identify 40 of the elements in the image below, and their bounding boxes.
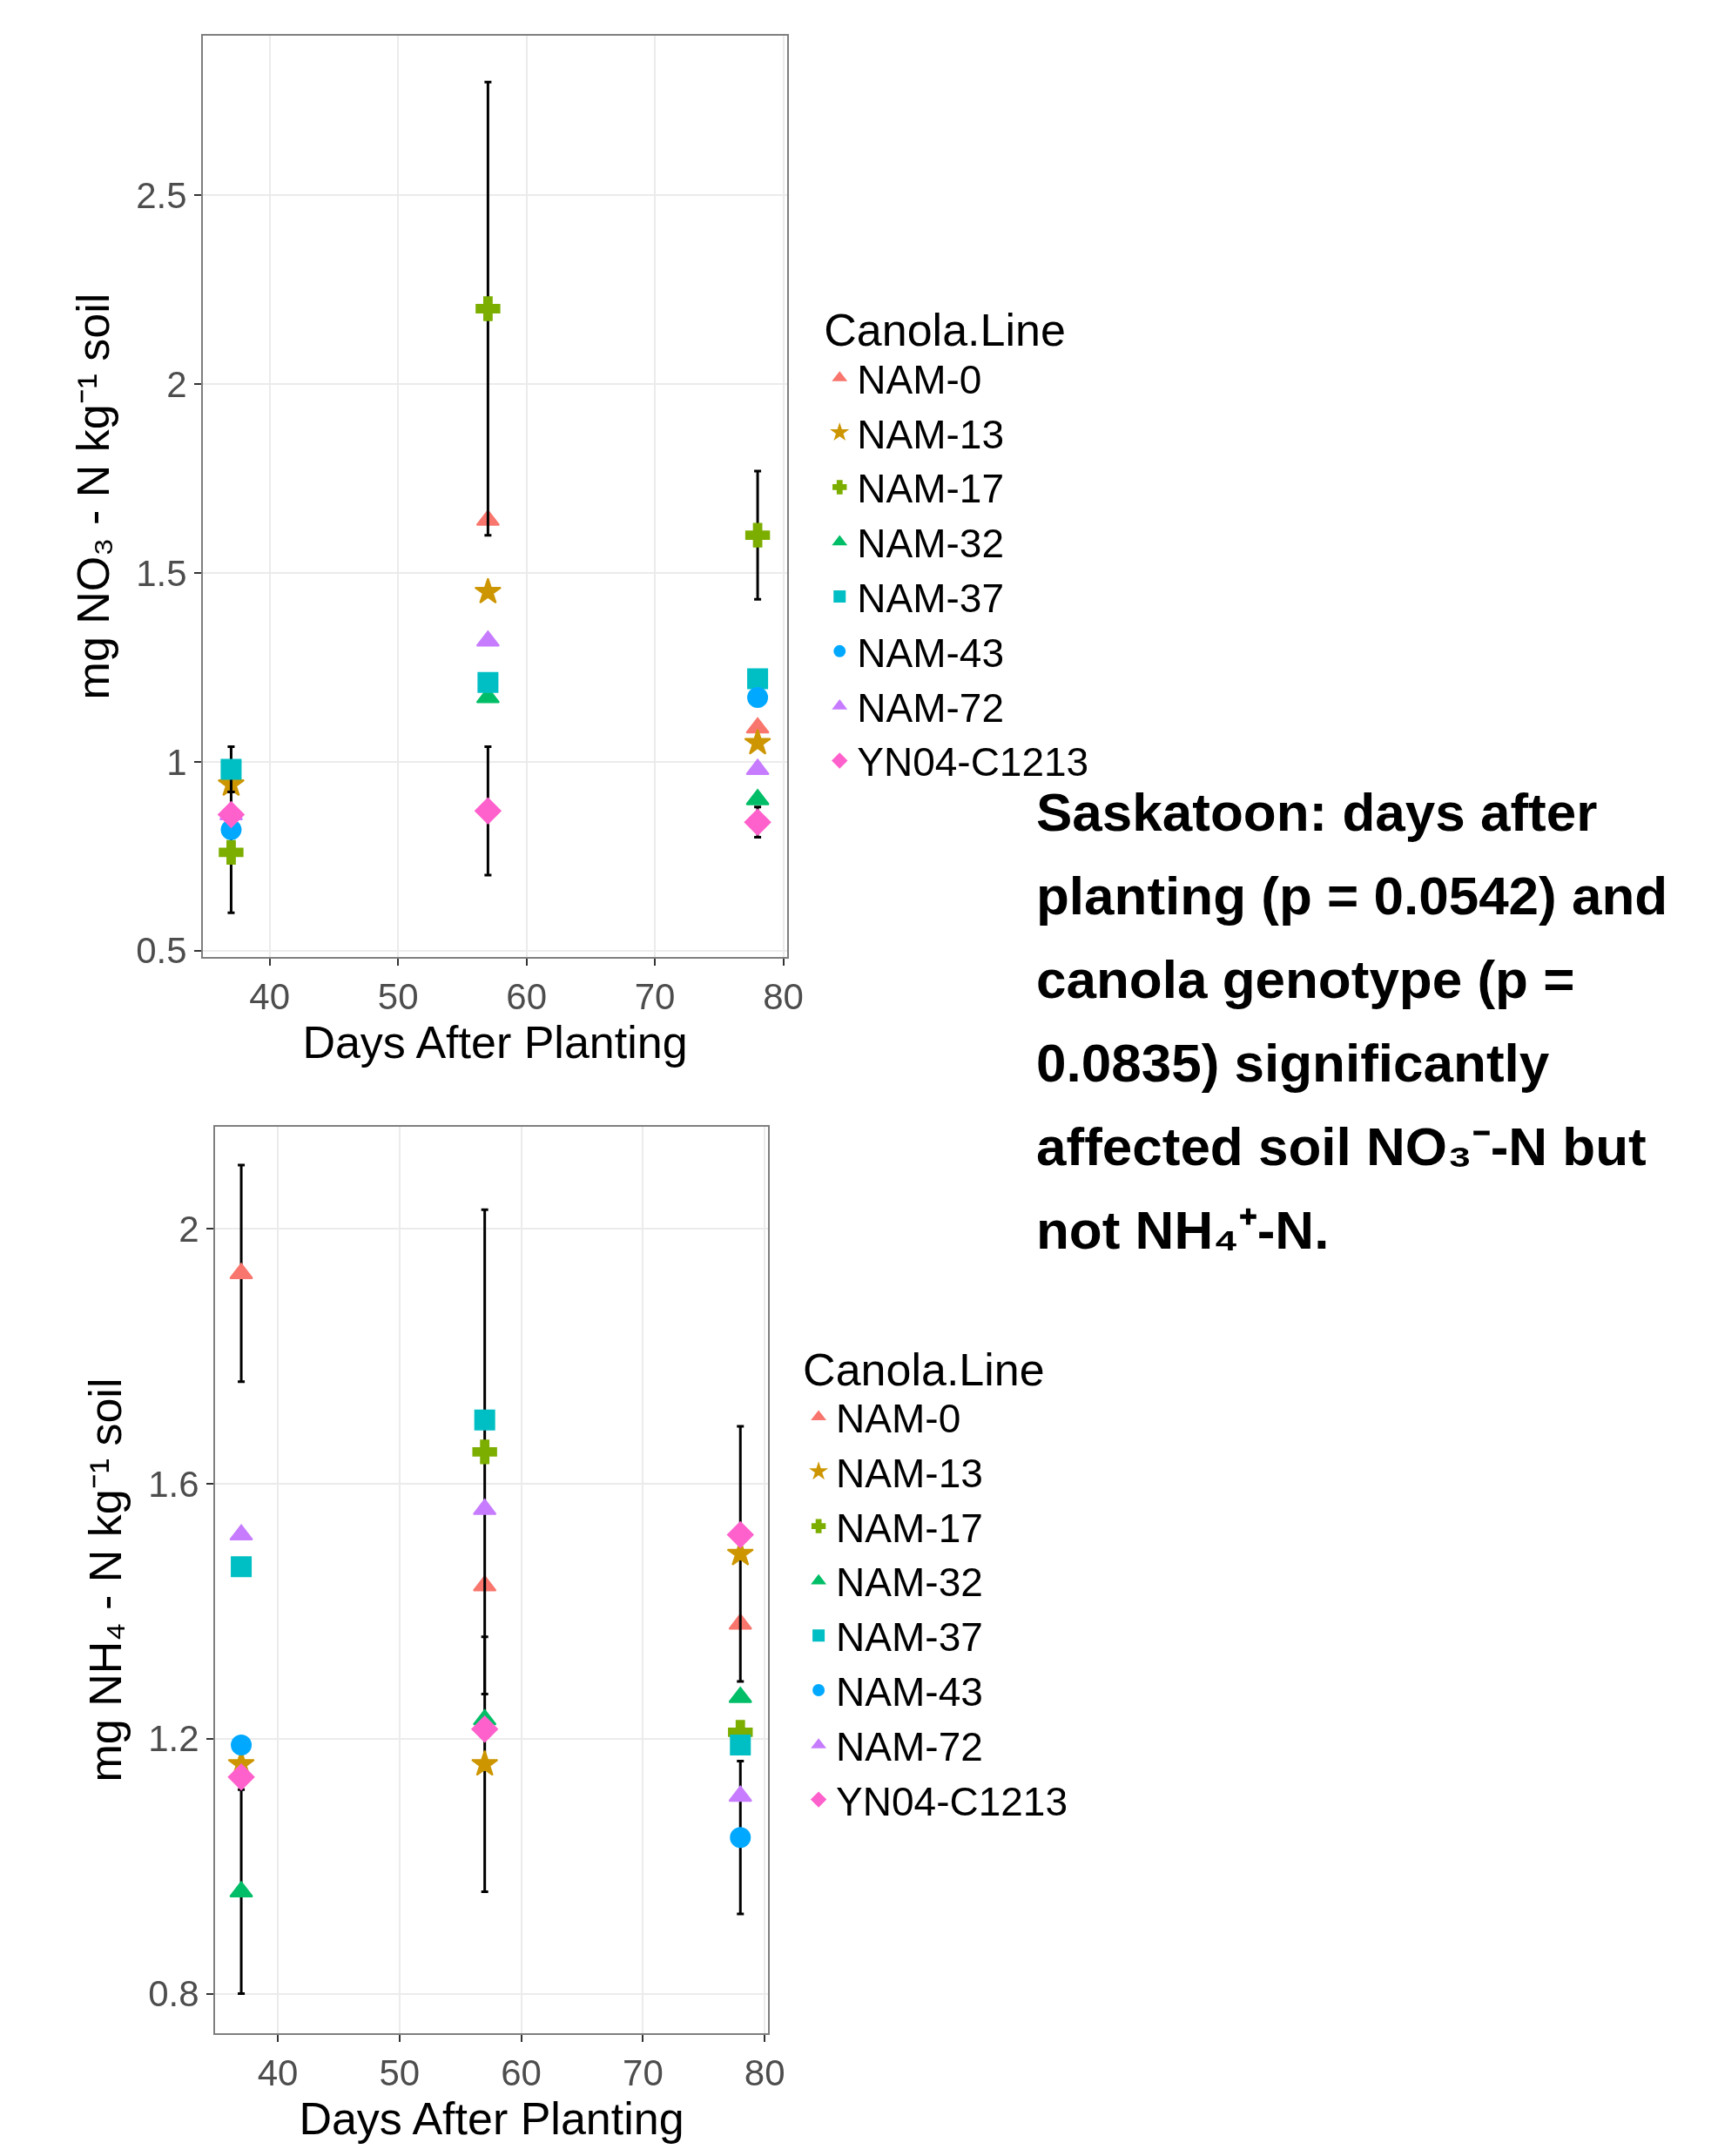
y-tick-label: 1.6 bbox=[148, 1463, 199, 1505]
x-tick-label: 50 bbox=[377, 976, 419, 1018]
y-tick-label: 0.8 bbox=[148, 1973, 199, 2015]
y-axis-title: mg NO₃ - N kg⁻¹ soil bbox=[68, 293, 119, 700]
legend-label: NAM-32 bbox=[857, 521, 1004, 567]
legend-label: NAM-0 bbox=[857, 356, 982, 402]
y-tick-label: 2 bbox=[179, 1208, 199, 1250]
legend-label: NAM-17 bbox=[857, 466, 1004, 512]
legend-label: NAM-0 bbox=[836, 1395, 961, 1441]
y-tick-label: 2.5 bbox=[136, 175, 187, 217]
y-tick-label: 2 bbox=[166, 363, 187, 405]
legend-label: NAM-43 bbox=[857, 630, 1004, 676]
x-tick-label: 40 bbox=[249, 976, 291, 1018]
y-tick-label: 1.5 bbox=[136, 552, 187, 594]
x-tick-label: 70 bbox=[623, 2052, 664, 2094]
x-axis-title: Days After Planting bbox=[302, 1017, 688, 1068]
legend-label: NAM-43 bbox=[836, 1668, 983, 1715]
legend-label: NAM-32 bbox=[836, 1560, 983, 1606]
x-tick-label: 60 bbox=[506, 976, 547, 1018]
x-tick-label: 80 bbox=[763, 976, 804, 1018]
legend-label: NAM-72 bbox=[836, 1723, 983, 1769]
legend-label: NAM-72 bbox=[857, 684, 1004, 731]
x-tick-label: 50 bbox=[379, 2052, 421, 2094]
x-tick-label: 40 bbox=[257, 2052, 299, 2094]
legend-label: NAM-17 bbox=[836, 1505, 983, 1551]
y-tick-label: 0.5 bbox=[136, 930, 187, 972]
y-tick-label: 1 bbox=[166, 741, 187, 783]
x-tick-label: 60 bbox=[501, 2052, 542, 2094]
legend-label: YN04-C1213 bbox=[836, 1778, 1068, 1824]
x-axis-title: Days After Planting bbox=[299, 2093, 684, 2145]
x-tick-label: 70 bbox=[634, 976, 676, 1018]
y-axis-title: mg NH₄ - N kg⁻¹ soil bbox=[80, 1378, 131, 1782]
x-tick-label: 80 bbox=[744, 2052, 785, 2094]
legend-label: NAM-37 bbox=[857, 575, 1004, 621]
legend-title: Canola.Line bbox=[803, 1344, 1045, 1395]
legend-title: Canola.Line bbox=[824, 305, 1066, 356]
legend-label: NAM-13 bbox=[857, 411, 1004, 457]
y-tick-label: 1.2 bbox=[148, 1718, 199, 1760]
legend-label: NAM-37 bbox=[836, 1614, 983, 1661]
legend-label: NAM-13 bbox=[836, 1450, 983, 1496]
